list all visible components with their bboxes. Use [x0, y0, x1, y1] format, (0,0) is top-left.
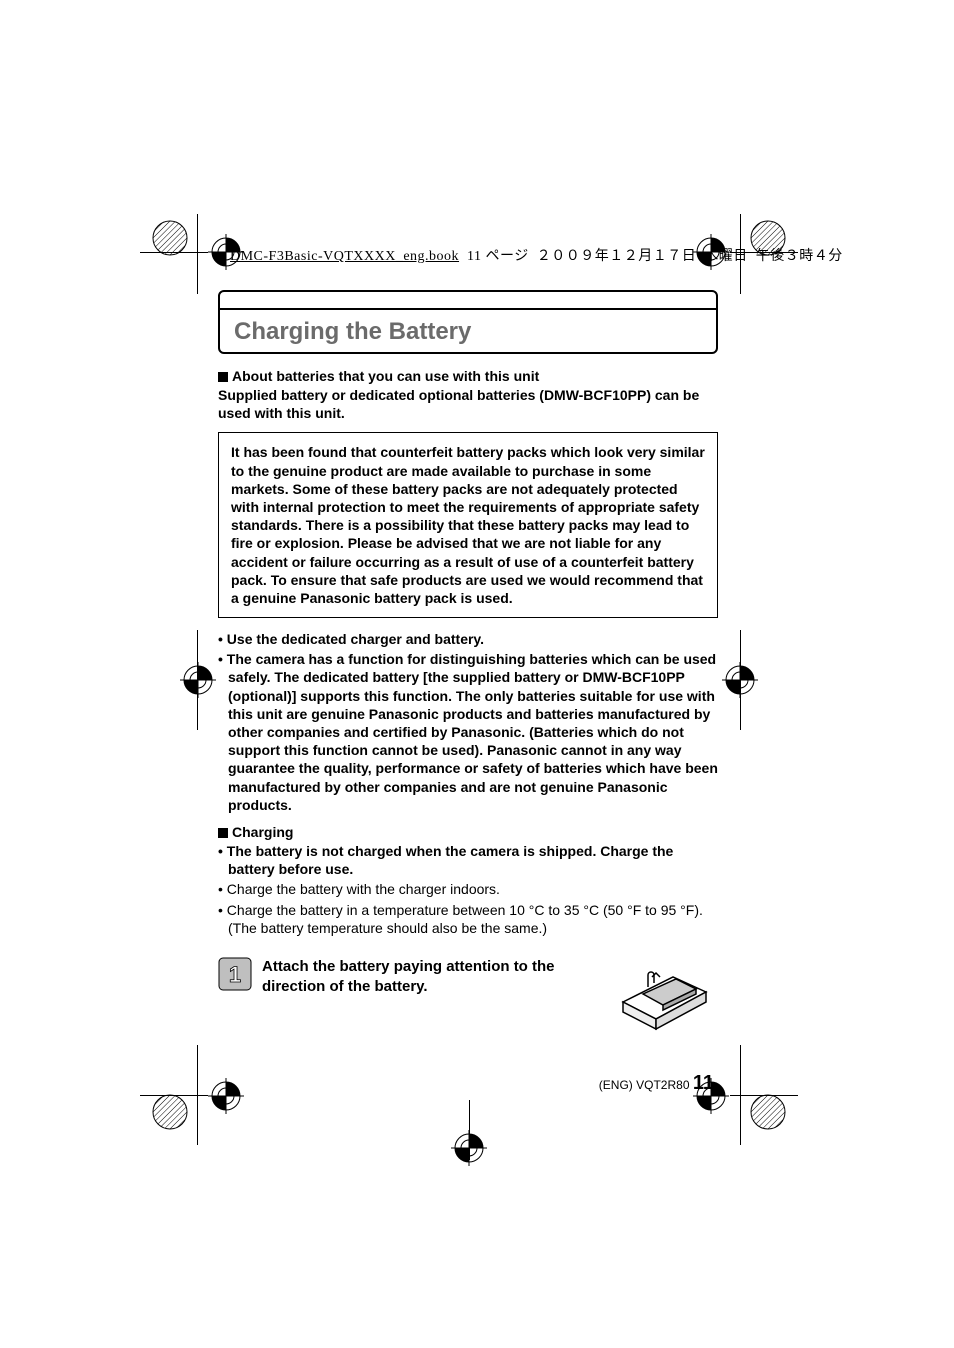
book-filename: DMC-F3Basic-VQTXXXX_eng.book	[230, 249, 459, 264]
footer-lang: (ENG)	[599, 1078, 633, 1092]
bullet-text: Use the dedicated charger and battery.	[227, 631, 484, 647]
step-1-text: Attach the battery paying attention to t…	[254, 957, 608, 998]
bullet-charge-indoors: • Charge the battery with the charger in…	[218, 880, 718, 898]
square-bullet-icon	[218, 372, 228, 382]
page-title: Charging the Battery	[234, 318, 471, 345]
step-number-badge: 1	[218, 957, 254, 996]
about-text: Supplied battery or dedicated optional b…	[218, 386, 718, 422]
hatched-corner-icon	[748, 218, 788, 258]
counterfeit-notice-box: It has been found that counterfeit batte…	[218, 432, 718, 618]
step-1-icon: 1	[218, 957, 252, 991]
date-label: ２００９年１２月１７日	[537, 249, 697, 264]
about-heading-text: About batteries that you can use with th…	[232, 368, 539, 384]
charging-heading-text: Charging	[232, 824, 293, 840]
bullet-dedicated-charger: • Use the dedicated charger and battery.	[218, 630, 718, 648]
hatched-corner-icon	[150, 1092, 190, 1132]
page-label: 11 ページ	[467, 249, 529, 264]
bullet-not-charged: • The battery is not charged when the ca…	[218, 842, 718, 878]
charger-illustration	[608, 957, 718, 1037]
square-bullet-icon	[218, 828, 228, 838]
bullet-text: The battery is not charged when the came…	[227, 843, 674, 877]
registration-mark-icon	[722, 662, 758, 698]
bullet-text: Charge the battery in a temperature betw…	[227, 902, 703, 936]
hatched-corner-icon	[150, 218, 190, 258]
bullet-text: The camera has a function for distinguis…	[227, 651, 718, 813]
registration-mark-icon	[693, 1078, 729, 1114]
registration-mark-icon	[208, 1078, 244, 1114]
crop-line	[197, 214, 198, 294]
registration-mark-icon	[180, 662, 216, 698]
page-content: Charging the Battery About batteries tha…	[218, 290, 718, 1037]
hatched-corner-icon	[748, 1092, 788, 1132]
step-1-row: 1 Attach the battery paying attention to…	[218, 957, 718, 1037]
svg-text:1: 1	[229, 962, 241, 987]
registration-mark-icon	[451, 1130, 487, 1166]
title-box: Charging the Battery	[218, 290, 718, 354]
bullet-text: Charge the battery with the charger indo…	[227, 881, 500, 897]
footer-code: VQT2R80	[636, 1078, 689, 1092]
registration-mark-icon	[208, 234, 244, 270]
counterfeit-notice-text: It has been found that counterfeit batte…	[231, 443, 705, 607]
registration-mark-icon	[693, 234, 729, 270]
charging-heading: Charging	[218, 824, 718, 840]
bullet-temperature: • Charge the battery in a temperature be…	[218, 901, 718, 937]
about-heading: About batteries that you can use with th…	[218, 368, 718, 384]
bullet-distinguishing-function: • The camera has a function for distingu…	[218, 650, 718, 814]
